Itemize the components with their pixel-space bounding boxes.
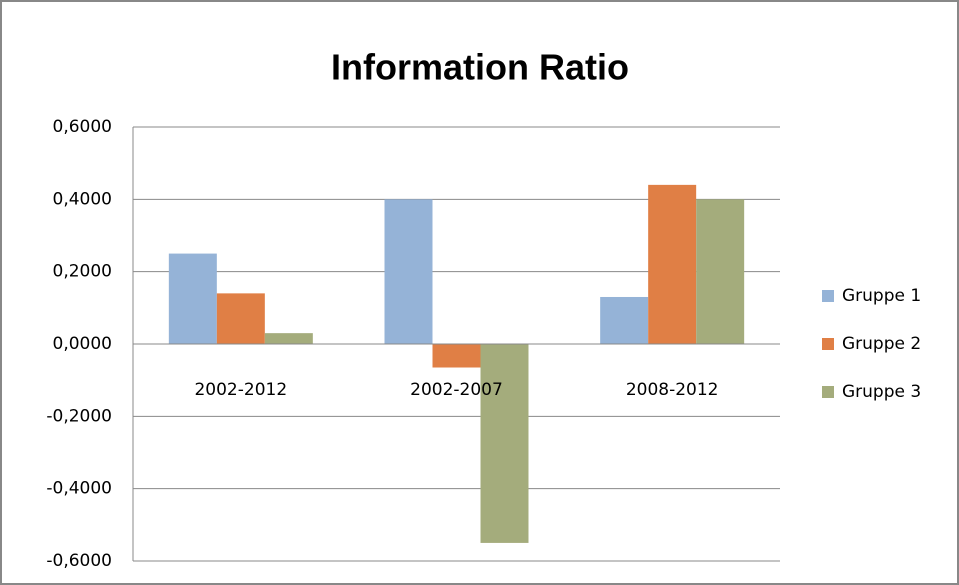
bar	[696, 199, 745, 344]
y-tick-label: -0,6000	[46, 551, 112, 571]
legend-label: Gruppe 1	[842, 286, 921, 306]
bar	[168, 253, 217, 344]
bar	[600, 296, 649, 344]
bar	[480, 344, 529, 543]
bar	[432, 344, 481, 368]
y-tick-label: 0,6000	[53, 117, 112, 137]
y-tick-label: -0,2000	[46, 406, 112, 426]
x-tick-label: 2002-2007	[410, 380, 503, 400]
legend-swatch	[822, 386, 834, 398]
x-tick-label: 2008-2012	[626, 380, 719, 400]
y-tick-label: 0,2000	[53, 262, 112, 282]
x-tick-label: 2002-2012	[194, 380, 287, 400]
bar	[264, 333, 313, 344]
legend-label: Gruppe 2	[842, 334, 921, 354]
y-tick-label: 0,4000	[53, 189, 112, 209]
legend-swatch	[822, 290, 834, 302]
legend-swatch	[822, 338, 834, 350]
chart-title: Information Ratio	[331, 47, 629, 88]
legend-label: Gruppe 3	[842, 382, 921, 402]
y-tick-label: 0,0000	[53, 334, 112, 354]
bar	[384, 199, 433, 344]
bar	[216, 293, 265, 344]
y-tick-label: -0,4000	[46, 479, 112, 499]
bar	[648, 184, 697, 344]
